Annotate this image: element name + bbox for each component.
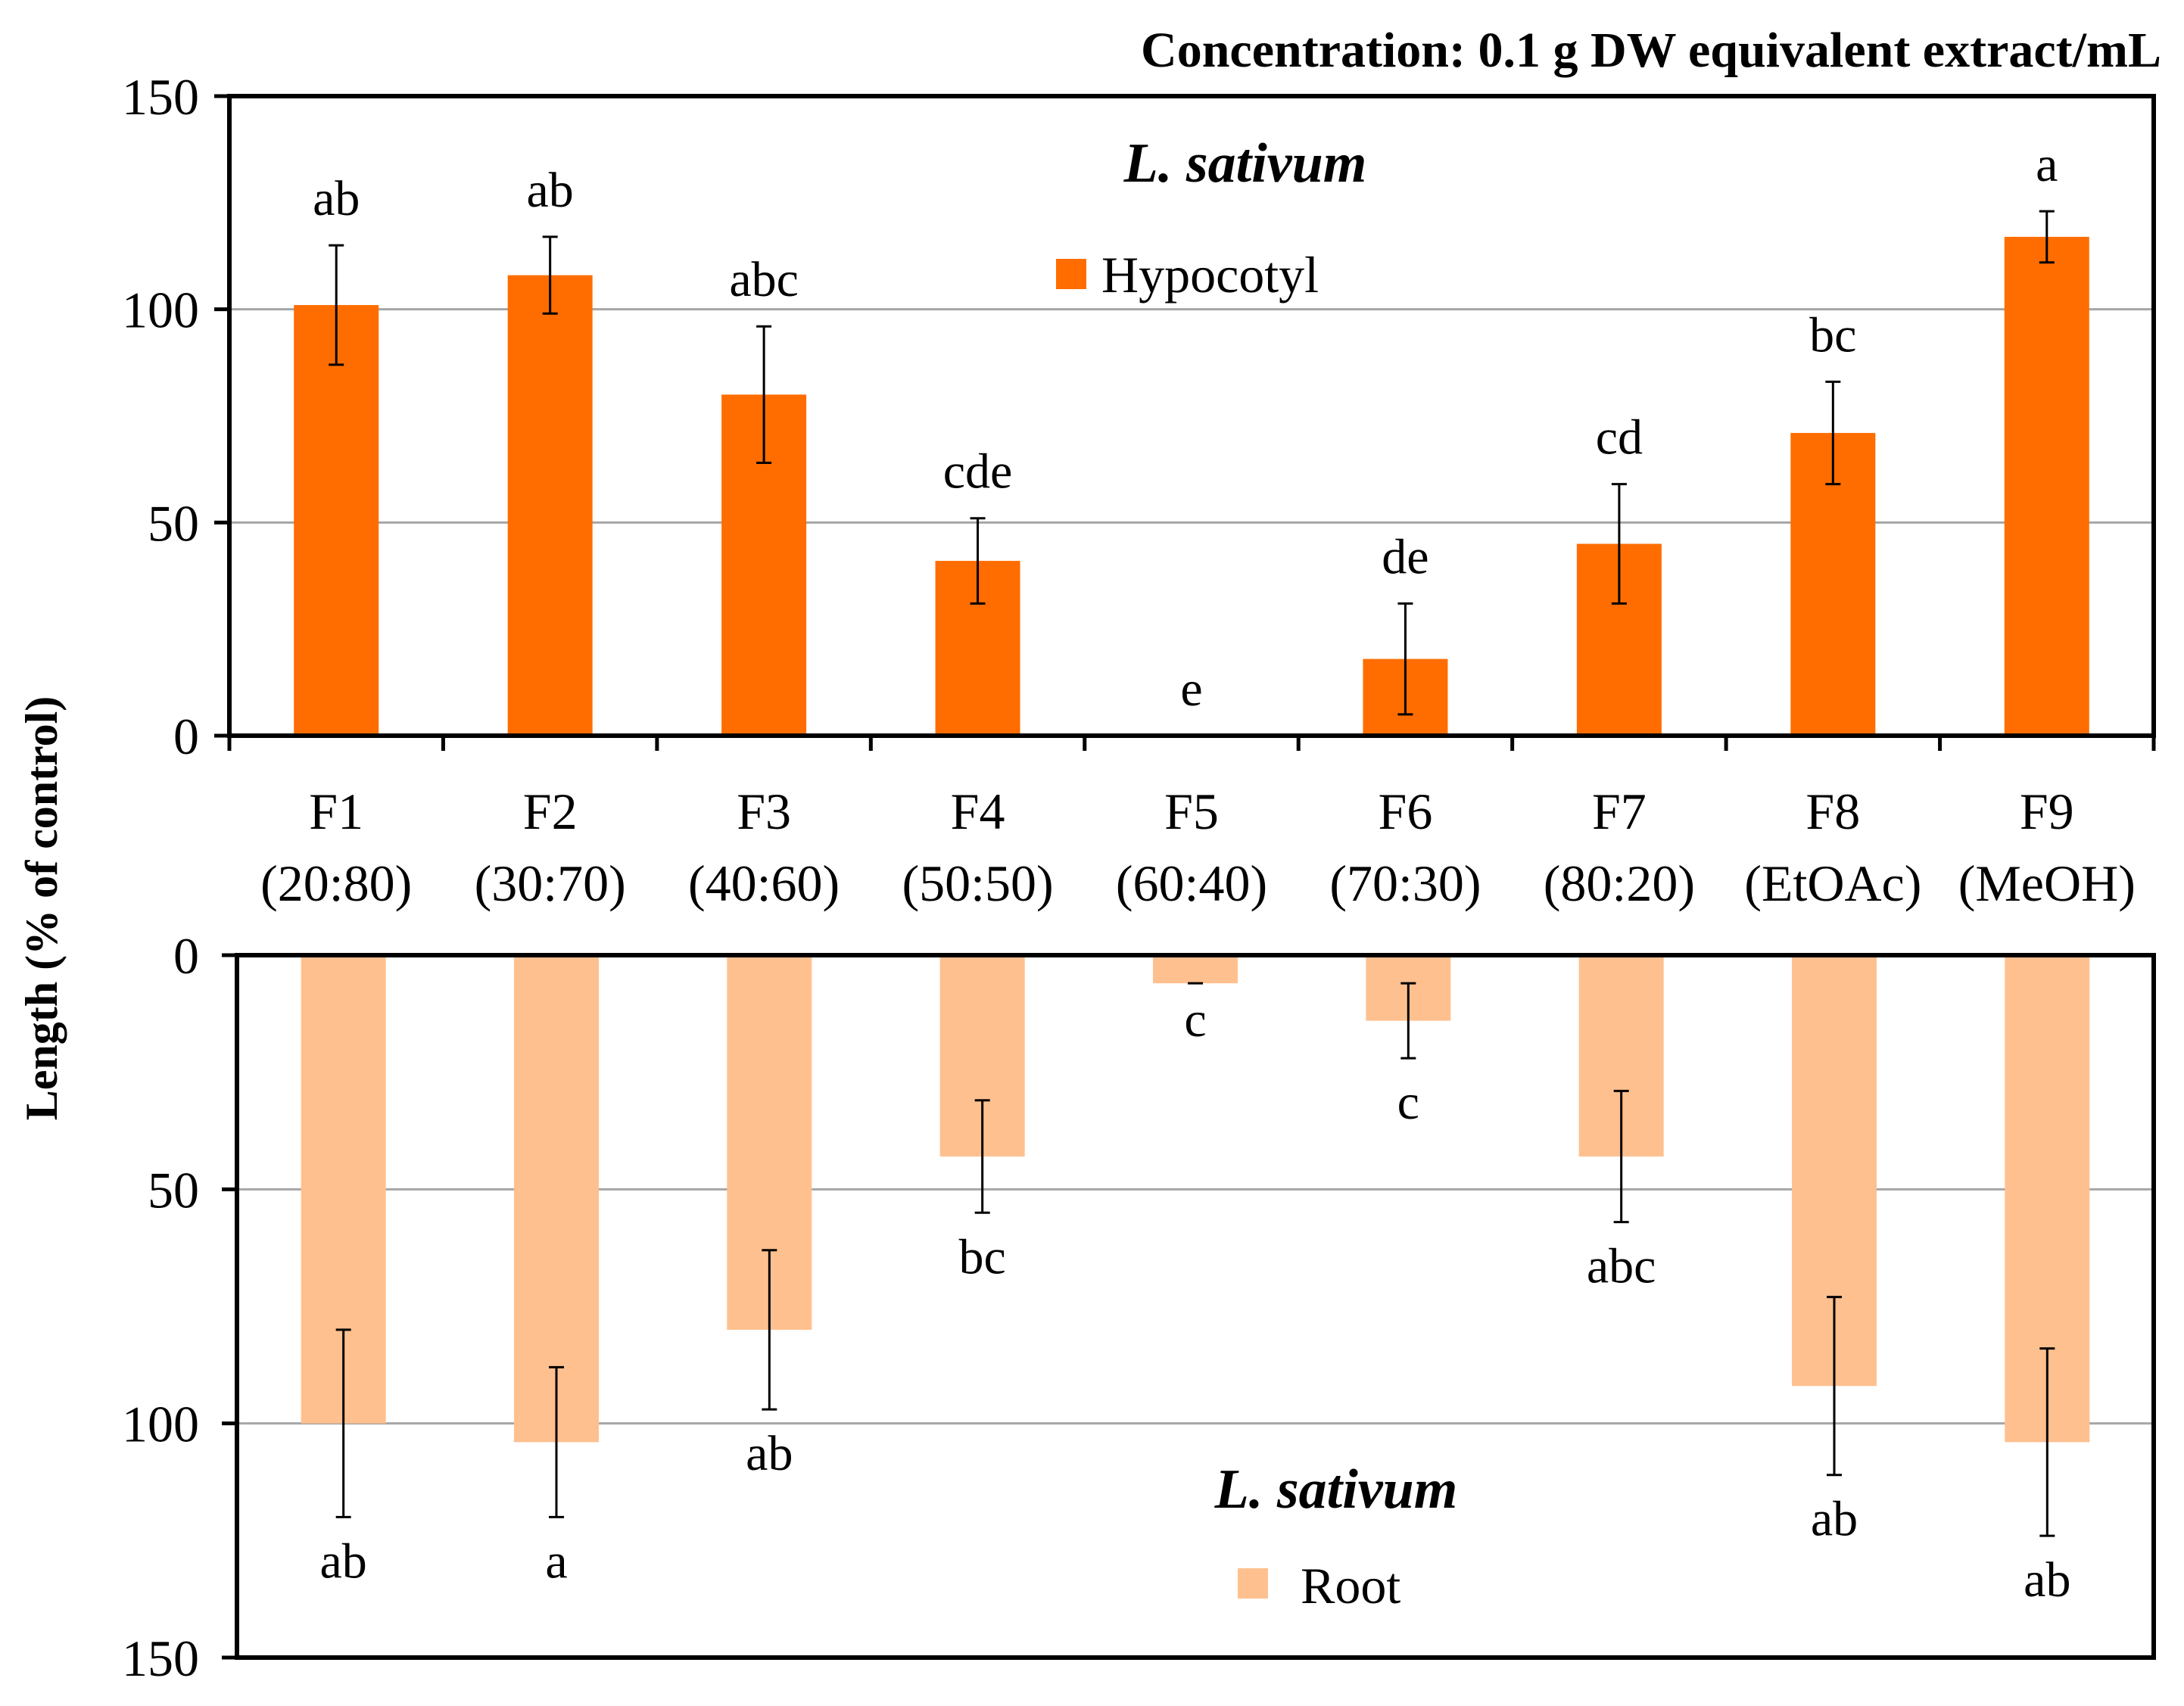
- bottom-y-tick-label: 100: [122, 1396, 199, 1453]
- hypocotyl-panel: ab ab abc cde e de cd bc a 0 50 100 150 F1 (20:80) F2…: [122, 68, 2156, 912]
- root-significance-letters: ab a ab bc c c abc ab ab: [320, 992, 2071, 1608]
- x-tick-label-code: F8: [1805, 783, 1860, 840]
- root-letter-label: abc: [1587, 1239, 1656, 1294]
- top-legend: Hypocotyl: [1056, 246, 1319, 304]
- x-tick-label-code: F4: [951, 783, 1005, 840]
- x-tick-label-solvent: (70:30): [1329, 855, 1481, 912]
- hypocotyl-letter-label: bc: [1809, 307, 1856, 363]
- x-tick-label-solvent: (40:60): [688, 855, 840, 912]
- x-tick-label-solvent: (EtOAc): [1744, 855, 1921, 912]
- bottom-legend: Root: [1238, 1557, 1400, 1614]
- bottom-y-tick-label: 0: [173, 927, 199, 985]
- root-bar: [1153, 955, 1238, 984]
- root-letter-label: c: [1184, 992, 1206, 1048]
- root-panel: ab a ab bc c c abc ab ab 0 50 100 150 L. sativum Ro…: [122, 927, 2156, 1687]
- hypocotyl-error-bars: [329, 210, 2055, 716]
- x-tick-label-code: F2: [523, 783, 578, 840]
- hypocotyl-letter-label: ab: [313, 171, 360, 226]
- root-bar: [514, 955, 599, 1443]
- root-letter-label: c: [1397, 1075, 1419, 1130]
- bottom-panel-title: L. sativum: [1214, 1459, 1458, 1521]
- hypocotyl-letter-label: cd: [1596, 410, 1643, 465]
- top-y-tick-label: 0: [173, 708, 199, 765]
- root-letter-label: ab: [2024, 1552, 2070, 1608]
- hypocotyl-bar: [507, 275, 593, 736]
- bottom-y-axis: 0 50 100 150: [122, 927, 237, 1687]
- top-y-tick-label: 50: [148, 494, 199, 552]
- x-tick-label-solvent: (50:50): [902, 855, 1053, 912]
- hypocotyl-significance-letters: ab ab abc cde e de cd bc a: [313, 137, 2058, 717]
- top-plot-frame: [227, 94, 2156, 738]
- x-tick-label-code: F5: [1164, 783, 1219, 840]
- top-y-tick-label: 100: [122, 282, 199, 339]
- x-tick-label-code: F6: [1379, 783, 1433, 840]
- hypocotyl-bar: [294, 305, 379, 736]
- root-letter-label: ab: [320, 1533, 367, 1589]
- root-letter-label: bc: [959, 1229, 1006, 1284]
- hypocotyl-letter-label: de: [1382, 529, 1428, 584]
- top-y-tick-label: 150: [122, 68, 199, 126]
- top-y-axis: 0 50 100 150: [122, 68, 229, 765]
- hypocotyl-bar: [2004, 236, 2089, 736]
- top-panel-title: L. sativum: [1123, 132, 1367, 195]
- root-letter-label: a: [545, 1533, 567, 1589]
- bottom-plot-frame: [235, 953, 2156, 1660]
- hypocotyl-legend-swatch: [1056, 259, 1086, 289]
- root-letter-label: ab: [746, 1426, 793, 1481]
- hypocotyl-letter-label: cde: [943, 444, 1013, 500]
- bottom-y-tick-label: 150: [122, 1630, 199, 1687]
- x-tick-label-code: F7: [1592, 783, 1647, 840]
- hypocotyl-letter-label: a: [2036, 137, 2058, 192]
- hypocotyl-letter-label: e: [1180, 662, 1202, 717]
- x-tick-label-code: F9: [2020, 783, 2074, 840]
- bottom-y-tick-label: 50: [148, 1161, 199, 1219]
- root-error-bars: [335, 982, 2055, 1537]
- x-tick-label-solvent: (MeOH): [1958, 855, 2136, 912]
- root-letter-label: ab: [1811, 1492, 1858, 1547]
- figure-title: Concentration: 0.1 g DW equivalent extra…: [1141, 23, 2161, 78]
- x-tick-label-solvent: (30:70): [475, 855, 626, 912]
- hypocotyl-bars: [294, 236, 2089, 736]
- x-tick-label-solvent: (20:80): [260, 855, 412, 912]
- root-legend-swatch: [1238, 1568, 1268, 1599]
- x-tick-label-code: F1: [309, 783, 363, 840]
- hypocotyl-legend-label: Hypocotyl: [1101, 246, 1319, 304]
- x-tick-label-solvent: (60:40): [1116, 855, 1267, 912]
- hypocotyl-letter-label: ab: [527, 163, 574, 218]
- root-legend-label: Root: [1301, 1557, 1400, 1614]
- x-axis: F1 (20:80) F2 (30:70) F3 (40:60) F4 (50:50) F5 (6…: [227, 736, 2156, 912]
- x-tick-label-solvent: (80:20): [1544, 855, 1695, 912]
- hypocotyl-letter-label: abc: [729, 252, 799, 307]
- y-axis-label: Length (% of control): [17, 696, 67, 1121]
- x-tick-label-code: F3: [737, 783, 791, 840]
